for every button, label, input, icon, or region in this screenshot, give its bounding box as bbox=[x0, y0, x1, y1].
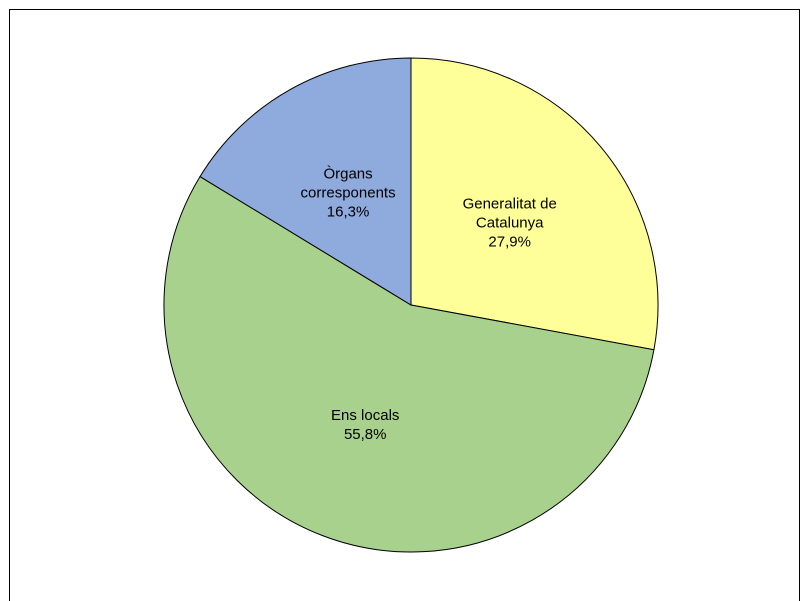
pie-slice bbox=[199, 57, 412, 306]
pie-slice bbox=[410, 57, 659, 351]
slice-label: Ens locals 55,8% bbox=[295, 406, 435, 444]
value-label: 55,8% bbox=[343, 426, 387, 443]
slice-label: Òrgans corresponents 16,3% bbox=[278, 165, 418, 222]
value-label: 16,3% bbox=[326, 203, 370, 221]
chart-frame bbox=[9, 9, 800, 601]
category-label: Ens locals bbox=[331, 407, 400, 424]
slice-label: Generalitat de Catalunya 27,9% bbox=[440, 194, 580, 251]
pie-slice bbox=[163, 175, 655, 553]
category-label: Generalitat de Catalunya bbox=[462, 195, 557, 232]
category-label: Òrgans corresponents bbox=[300, 165, 396, 202]
value-label: 27,9% bbox=[488, 233, 531, 251]
